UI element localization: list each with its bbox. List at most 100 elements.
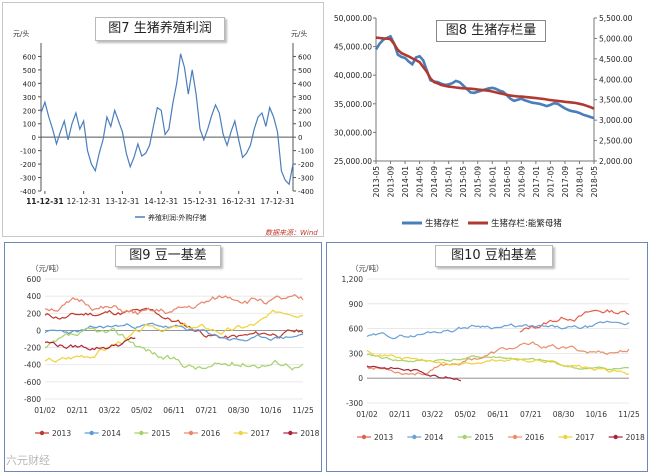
source-label: 数据来源：Wind <box>265 229 318 237</box>
x-tick-label: 05/02 <box>131 406 153 415</box>
x-tick-label: 08/30 <box>228 406 250 415</box>
series-line-profit <box>40 53 294 186</box>
y-tick-label: 200 <box>27 309 42 318</box>
legend-label: 2013 <box>52 429 71 438</box>
x-tick-label: 2014-09 <box>430 166 439 198</box>
y-tick-label-right: 600 <box>298 53 311 61</box>
y-tick-label-right: 2,500.00 <box>599 137 633 146</box>
x-tick-label: 12-12-31 <box>67 197 101 206</box>
legend-marker <box>512 434 518 440</box>
legend-marker <box>188 430 194 436</box>
x-tick-label: 2017-09 <box>561 166 570 198</box>
series-line-hog-inventory <box>374 34 595 120</box>
y-tick-label: -600 <box>24 378 41 387</box>
x-tick-label: 02/11 <box>66 406 88 415</box>
y-tick-label-left: 0 <box>32 134 36 142</box>
legend-label: 生猪存栏 <box>425 218 460 229</box>
series-line-2014 <box>366 320 630 340</box>
y-tick-label-right: 500 <box>298 67 311 75</box>
y-tick-label: 400 <box>27 292 42 301</box>
x-tick-label: 2017-05 <box>546 166 555 198</box>
legend-marker <box>288 430 293 436</box>
x-tick-label: 01/02 <box>356 410 378 419</box>
x-tick-label: 10/16 <box>260 406 282 415</box>
series-line-2015 <box>366 353 630 371</box>
chart-fig10: （元/吨） -300 0 300 600 900 1,200 01/02 02/11 03/22 0… <box>342 263 645 442</box>
x-tick-label: 2015-05 <box>459 166 468 198</box>
x-tick-label: 2014-01 <box>401 166 410 198</box>
legend-marker <box>563 434 568 440</box>
y-tick-label-left: -400 <box>20 188 36 196</box>
y-tick-label-left: 200 <box>23 107 36 115</box>
y-tick-label-left: -100 <box>20 148 36 156</box>
chart-fig9: （元/吨） -800 -600 -400 -200 0 200 400 600 01/02 02/1… <box>24 263 320 438</box>
x-tick-label: 11/25 <box>292 406 314 415</box>
x-tick-label: 01/02 <box>34 406 56 415</box>
y-tick-label-right: 0 <box>298 134 302 142</box>
legend-label: 2017 <box>575 433 594 442</box>
y-tick-label-left: 600 <box>23 53 36 61</box>
y-tick-label-right: 2,000.00 <box>599 157 633 166</box>
chart-title-fig10: 图10 豆粕基差 <box>435 245 553 267</box>
series-line-2016 <box>44 293 304 316</box>
legend-label: 2015 <box>151 429 170 438</box>
x-tick-label: 16-12-31 <box>222 197 256 206</box>
x-tick-label: 02/11 <box>389 410 411 419</box>
x-tick-label: 14-12-31 <box>144 197 178 206</box>
unit-label-left: 元/头 <box>13 29 29 38</box>
x-tick-label: 2016-01 <box>488 166 497 198</box>
y-tick-label-left: 50,000.00 <box>334 14 372 23</box>
x-tick-label: 08/30 <box>553 410 575 419</box>
series-line-2015 <box>44 327 304 371</box>
legend-label: 生猪存栏:能繁母猪 <box>491 218 562 229</box>
x-tick-label: 13-12-31 <box>105 197 139 206</box>
x-tick-label: 2018-05 <box>590 166 599 198</box>
y-tick-label-right: -400 <box>298 188 314 196</box>
y-tick-label-right: 5,500.00 <box>599 14 633 23</box>
legend-marker <box>89 430 94 436</box>
series-line-2017 <box>44 309 304 363</box>
legend-label: 2018 <box>300 429 319 438</box>
y-tick-label: 600 <box>27 275 42 284</box>
y-tick-label: 0 <box>36 326 41 335</box>
legend-label: 2016 <box>201 429 220 438</box>
legend-label: 2013 <box>374 433 393 442</box>
chart-fig8: 25,000.00 30,000.00 35,000.00 40,000.00 45,0… <box>334 14 633 229</box>
unit-label-right: 元/头 <box>291 29 307 38</box>
y-tick-label-left: 40,000.00 <box>334 71 372 80</box>
y-tick-label-left: 500 <box>23 67 36 75</box>
legend-marker <box>613 434 618 440</box>
watermark: 六元财经 <box>6 454 50 467</box>
y-tick-label: 600 <box>349 325 364 334</box>
x-tick-label: 2016-09 <box>517 166 526 198</box>
chart-fig7: 元/头 元/头 -400 -400 -300 -300 -200 -200 -100 -100 0 0… <box>13 29 318 237</box>
series-line-2017 <box>366 349 630 376</box>
legend-marker <box>361 434 367 440</box>
y-tick-label-right: -200 <box>298 161 314 169</box>
y-tick-label: 0 <box>358 374 363 383</box>
y-tick-label-right: 100 <box>298 121 311 129</box>
series-line-2016 <box>366 341 630 376</box>
x-tick-label: 2018-01 <box>575 166 584 198</box>
y-tick-label-left: 100 <box>23 121 36 129</box>
x-tick-label: 2015-09 <box>474 166 483 198</box>
y-tick-label: -300 <box>346 399 363 408</box>
x-tick-label: 06/11 <box>163 406 185 415</box>
x-tick-label: 17-12-31 <box>260 197 294 206</box>
legend-marker <box>462 434 467 440</box>
series-line-sow-inventory <box>375 36 595 110</box>
legend-label: 养殖利润:外购仔猪 <box>148 213 206 222</box>
legend-label: 2017 <box>251 429 270 438</box>
x-tick-label: 07/21 <box>195 406 217 415</box>
legend-label: 2015 <box>475 433 494 442</box>
y-tick-label-right: 200 <box>298 107 311 115</box>
y-tick-label: 1,200 <box>342 275 364 284</box>
legend-label: 2014 <box>424 433 443 442</box>
y-tick-label-left: -300 <box>20 175 36 183</box>
x-tick-label: 2013-05 <box>372 166 381 198</box>
legend-marker <box>139 430 144 436</box>
y-tick-label-right: 3,500.00 <box>599 96 633 105</box>
legend-marker <box>238 430 243 436</box>
x-tick-label: 07/21 <box>520 410 542 419</box>
legend-label: 2016 <box>525 433 544 442</box>
